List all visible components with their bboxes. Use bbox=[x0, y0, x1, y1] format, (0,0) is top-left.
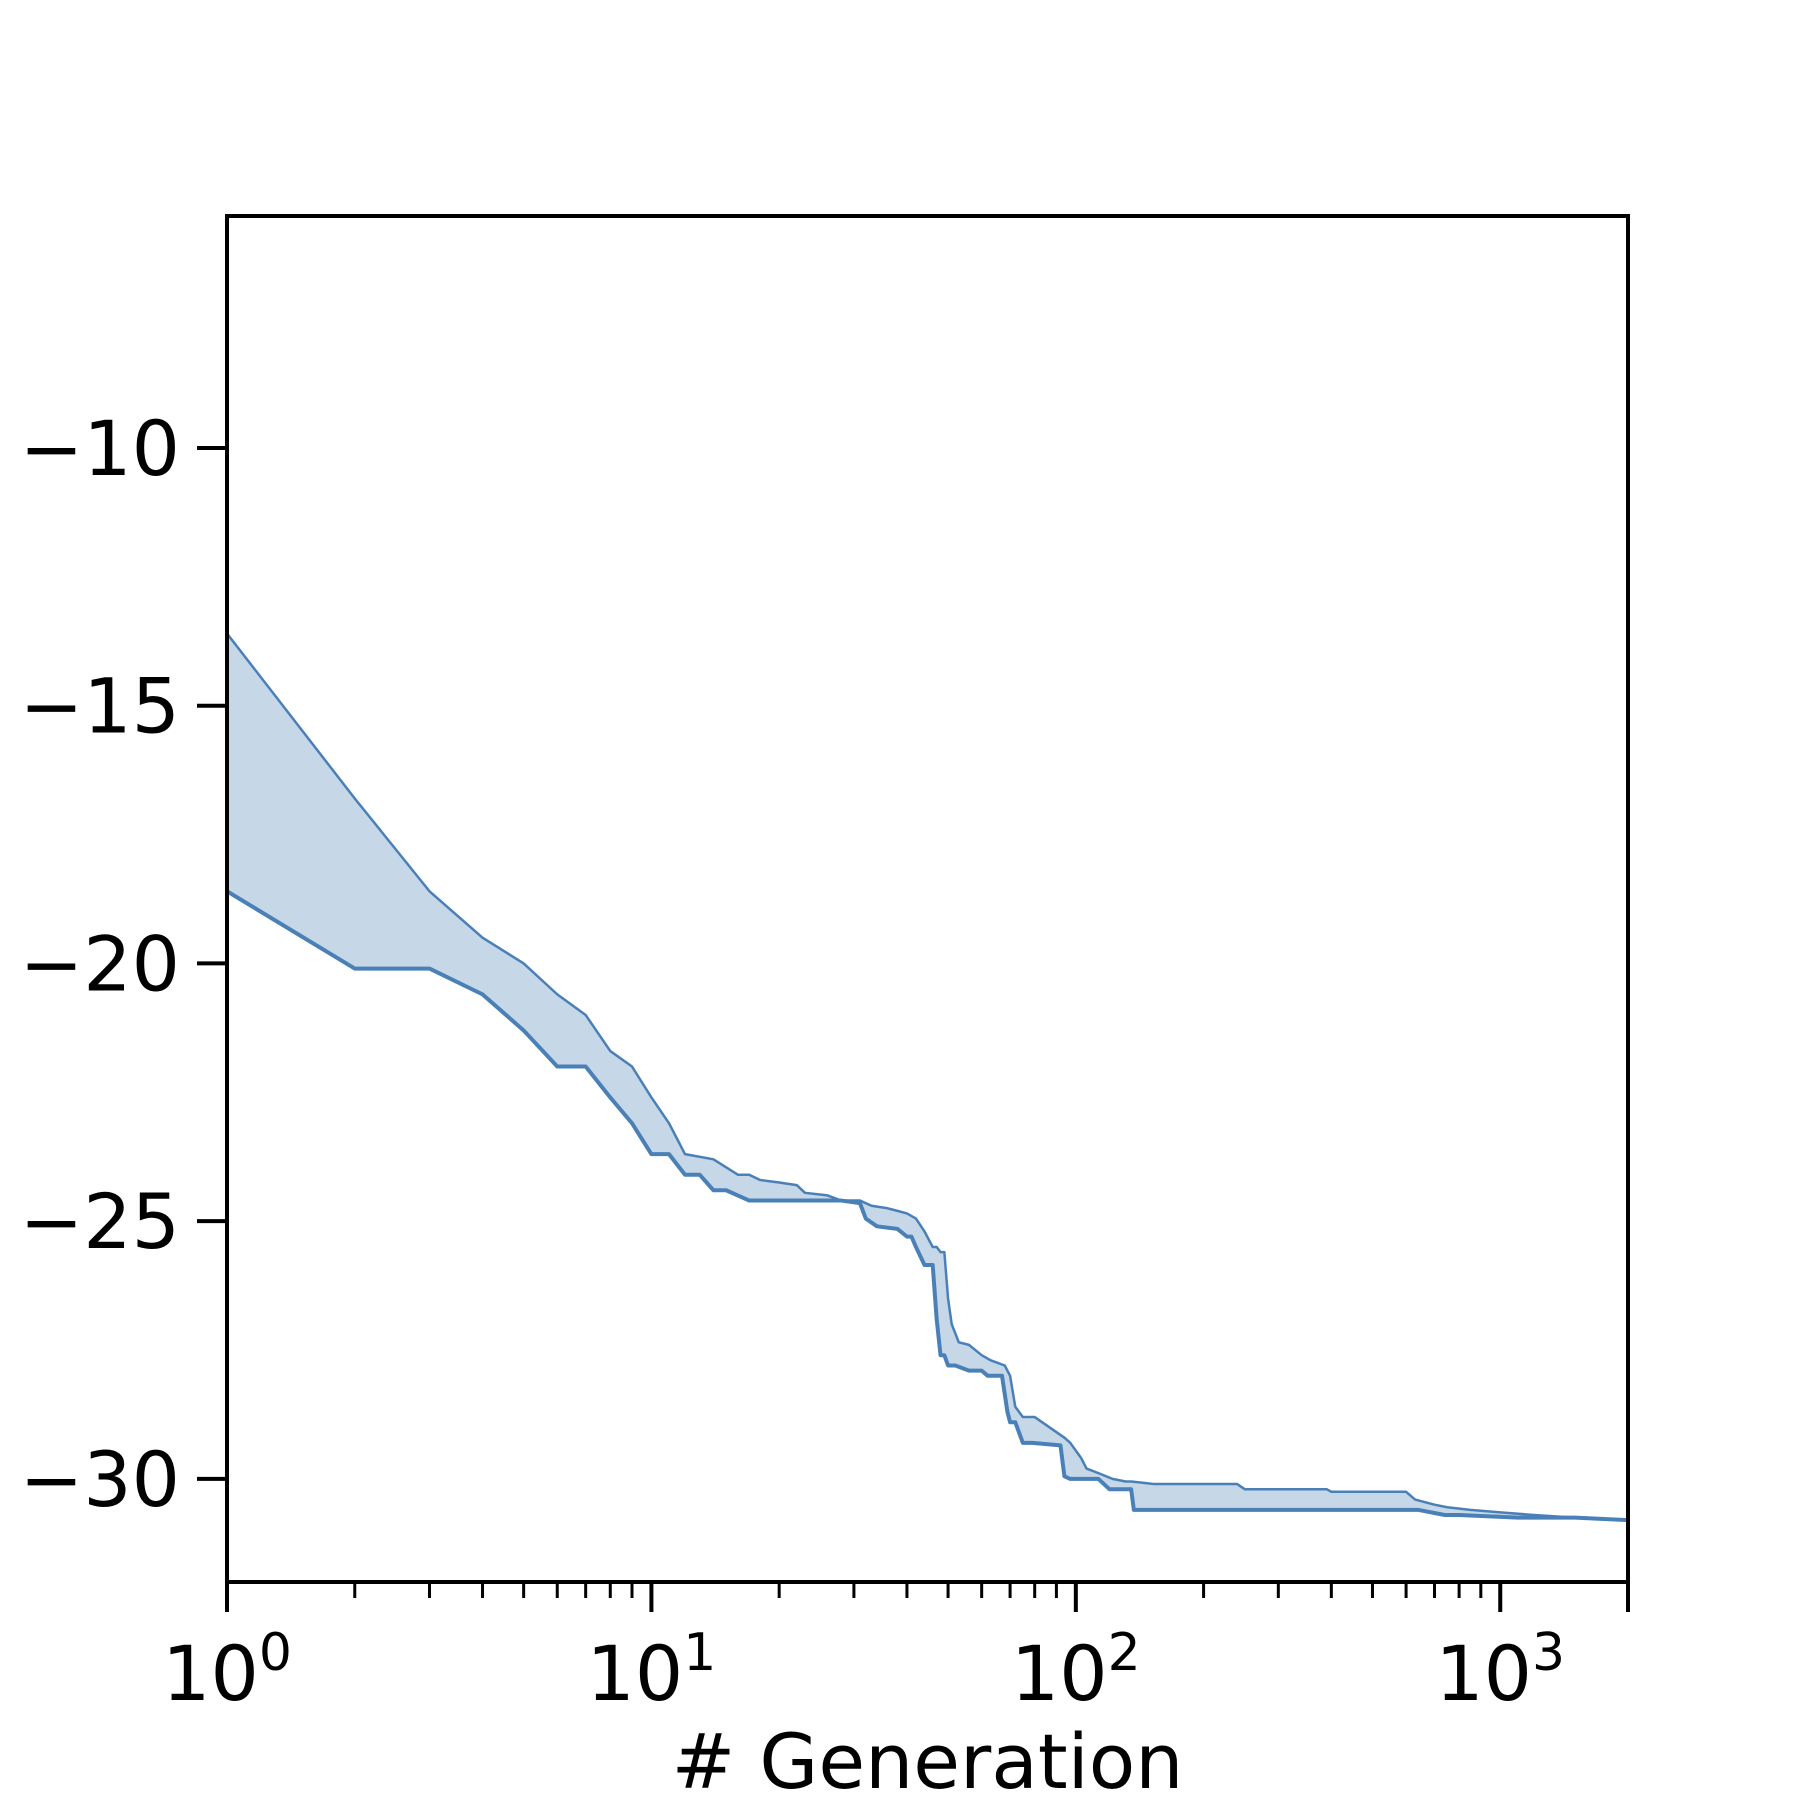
x-tick-label: 101 bbox=[587, 1623, 717, 1718]
y-tick-label: −10 bbox=[20, 404, 180, 493]
y-tick-label: −15 bbox=[20, 662, 180, 751]
series-layer bbox=[225, 632, 1629, 1523]
series-0-band bbox=[227, 633, 1628, 1521]
y-axis: −10 −15 −20 −25 −30 bbox=[20, 404, 227, 1524]
x-tick-label: 100 bbox=[162, 1623, 292, 1718]
x-axis: 100 101 102 103 bbox=[162, 1582, 1630, 1718]
x-tick-label: 103 bbox=[1435, 1623, 1565, 1718]
y-tick-label: −30 bbox=[20, 1435, 180, 1524]
x-axis-title: # Generation bbox=[672, 1717, 1184, 1800]
plot-frame bbox=[225, 214, 1630, 1584]
series-0-lower-line bbox=[225, 889, 1629, 1523]
y-tick-label: −20 bbox=[20, 919, 180, 1008]
y-tick-label: −25 bbox=[20, 1177, 180, 1266]
x-tick-label: 102 bbox=[1011, 1623, 1141, 1718]
series-0-upper-line bbox=[226, 632, 1629, 1522]
